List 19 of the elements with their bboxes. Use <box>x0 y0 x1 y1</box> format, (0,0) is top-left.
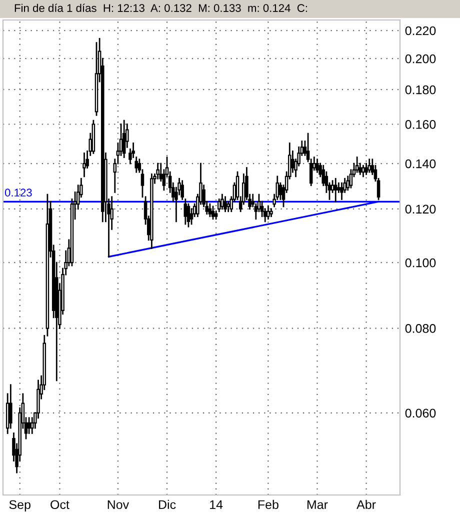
x-tick-label: Nov <box>108 500 130 510</box>
ref-line-label: 0.123 <box>4 188 32 197</box>
x-tick-label: Oct <box>50 500 70 510</box>
x-tick-label: Abr <box>356 500 376 510</box>
y-tick-label: 0.180 <box>405 85 436 94</box>
x-tick-label: Dic <box>159 500 176 510</box>
y-tick-label: 0.140 <box>405 159 436 168</box>
x-tick-label: Feb <box>258 500 278 510</box>
x-tick-label: Mar <box>307 500 328 510</box>
x-tick-label: 14 <box>210 500 223 509</box>
y-tick-label: 0.200 <box>405 54 436 64</box>
y-tick-label: 0.120 <box>405 204 436 214</box>
y-tick-label: 0.060 <box>405 408 436 418</box>
y-tick-label: 0.220 <box>405 26 436 36</box>
y-tick-label: 0.080 <box>405 324 436 333</box>
chart-title: Fin de día 1 días H: 12:13 A: 0.132 M: 0.133 m: 0.124 C: <box>14 4 307 12</box>
y-tick-label: 0.100 <box>405 258 436 268</box>
x-tick-label: Sep <box>9 500 30 512</box>
y-tick-label: 0.160 <box>405 120 436 129</box>
